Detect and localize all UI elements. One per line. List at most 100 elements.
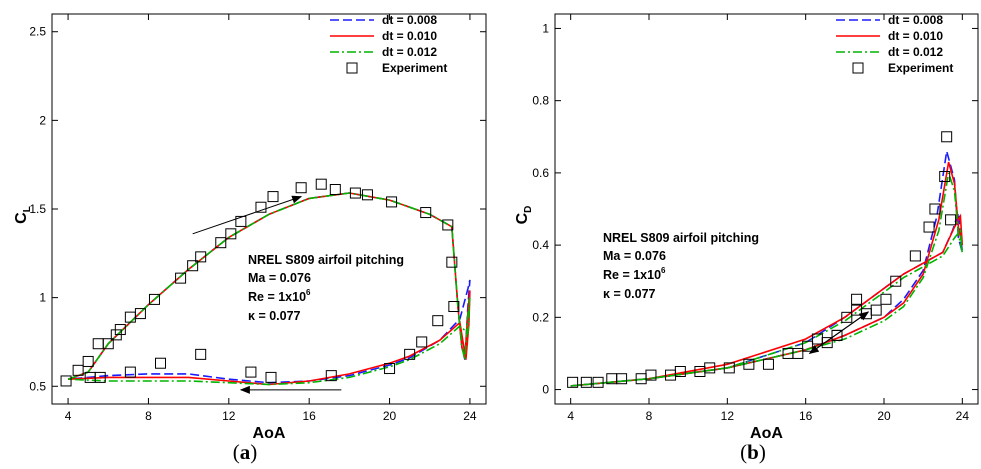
experiment-marker bbox=[60, 375, 72, 387]
experiment-marker bbox=[941, 131, 953, 143]
experiment-marker bbox=[645, 369, 657, 381]
experiment-marker bbox=[929, 203, 941, 215]
experiment-marker bbox=[102, 338, 114, 350]
x-tick-label: 4 bbox=[567, 409, 574, 423]
experiment-marker bbox=[225, 228, 237, 240]
legend-label-3: dt = 0.012 bbox=[888, 45, 943, 59]
direction-arrow bbox=[809, 311, 870, 354]
experiment-marker bbox=[592, 376, 604, 388]
annotation-frequency: κ = 0.077 bbox=[603, 287, 656, 301]
reynolds-exponent: 6 bbox=[661, 266, 666, 275]
panel-caption-a: (a) bbox=[233, 440, 258, 464]
annotation-title: NREL S809 airfoil pitching bbox=[603, 231, 759, 245]
experiment-marker bbox=[384, 363, 396, 375]
experiment-marker bbox=[841, 311, 853, 323]
experiment-marker bbox=[811, 333, 823, 345]
experiment-marker bbox=[831, 329, 843, 341]
x-tick-label: 20 bbox=[383, 409, 397, 423]
y-axis-label-subscript: L bbox=[22, 206, 33, 212]
legend-label-experiment: Experiment bbox=[888, 61, 953, 75]
y-axis-label-subscript: D bbox=[523, 206, 534, 213]
experiment-marker bbox=[939, 171, 951, 182]
experiment-marker bbox=[792, 347, 804, 359]
experiment-marker bbox=[723, 362, 735, 374]
experiment-marker bbox=[315, 178, 327, 190]
y-tick-label: 0 bbox=[542, 383, 549, 397]
experiment-marker bbox=[187, 260, 199, 272]
legend-label-2: dt = 0.010 bbox=[382, 29, 437, 43]
experiment-marker bbox=[255, 201, 267, 213]
experiment-marker bbox=[448, 301, 460, 312]
experiment-marker bbox=[420, 207, 432, 219]
experiment-marker bbox=[704, 362, 716, 374]
experiment-marker bbox=[235, 215, 247, 227]
experiment-marker bbox=[580, 376, 592, 388]
series-line-3 bbox=[67, 192, 471, 386]
experiment-marker bbox=[909, 250, 921, 262]
legend-label-experiment: Experiment bbox=[382, 61, 447, 75]
experiment-marker bbox=[945, 214, 957, 226]
legend-label-2: dt = 0.010 bbox=[888, 29, 943, 43]
y-tick-label: 0.5 bbox=[29, 379, 46, 393]
experiment-marker bbox=[890, 275, 902, 287]
experiment-marker bbox=[851, 293, 863, 305]
legend-swatch-experiment bbox=[346, 62, 358, 74]
x-axis-label: AoA bbox=[253, 425, 286, 442]
experiment-marker bbox=[432, 315, 444, 327]
experiment-marker bbox=[175, 272, 187, 284]
annotation-reynolds: Re = 1x106 bbox=[248, 288, 311, 304]
experiment-marker bbox=[880, 293, 892, 305]
experiment-marker bbox=[361, 189, 373, 201]
x-tick-label: 24 bbox=[463, 409, 477, 423]
experiment-marker bbox=[195, 348, 207, 360]
y-tick-label: 1.5 bbox=[29, 202, 46, 216]
plot-area bbox=[60, 178, 471, 387]
experiment-marker bbox=[923, 221, 935, 233]
experiment-marker bbox=[124, 366, 136, 378]
x-tick-label: 24 bbox=[956, 409, 970, 423]
experiment-marker bbox=[762, 358, 774, 370]
x-axis-label: AoA bbox=[750, 425, 783, 442]
x-tick-label: 12 bbox=[721, 409, 735, 423]
annotation-reynolds: Re = 1x106 bbox=[603, 266, 666, 282]
y-tick-label: 0.6 bbox=[532, 166, 549, 180]
experiment-marker bbox=[265, 371, 277, 383]
annotation-mach: Ma = 0.076 bbox=[248, 271, 311, 285]
annotation-frequency: κ = 0.077 bbox=[248, 309, 301, 323]
experiment-marker bbox=[386, 196, 398, 208]
experiment-marker bbox=[743, 358, 755, 370]
y-tick-label: 2.5 bbox=[29, 25, 46, 39]
experiment-marker bbox=[446, 256, 458, 268]
series-line-2 bbox=[67, 192, 471, 386]
experiment-marker bbox=[404, 348, 416, 360]
y-tick-label: 1 bbox=[542, 21, 549, 35]
legend-label-1: dt = 0.008 bbox=[888, 13, 943, 27]
experiment-marker bbox=[92, 338, 104, 350]
x-tick-label: 8 bbox=[646, 409, 653, 423]
experiment-marker bbox=[134, 308, 146, 320]
annotation-title: NREL S809 airfoil pitching bbox=[248, 253, 404, 267]
x-tick-label: 20 bbox=[877, 409, 891, 423]
experiment-marker bbox=[295, 182, 307, 194]
experiment-marker bbox=[349, 187, 361, 199]
x-tick-label: 4 bbox=[65, 409, 72, 423]
experiment-marker bbox=[567, 376, 579, 388]
experiment-marker bbox=[124, 311, 136, 323]
y-tick-label: 1 bbox=[39, 291, 46, 305]
experiment-marker bbox=[267, 191, 279, 203]
experiment-marker bbox=[416, 336, 428, 348]
experiment-marker bbox=[82, 355, 94, 367]
legend-label-3: dt = 0.012 bbox=[382, 45, 437, 59]
experiment-marker bbox=[674, 366, 686, 377]
panel-caption-b: (b) bbox=[740, 440, 766, 464]
legend-label-1: dt = 0.008 bbox=[382, 13, 437, 27]
legend-swatch-experiment bbox=[852, 62, 864, 74]
panel-b: 4 8 12 16 20 24 0 0.2 0.4 0.6 0.8 1 AoA CD NREL S809 a… bbox=[514, 13, 979, 442]
experiment-marker bbox=[215, 237, 227, 249]
x-tick-label: 12 bbox=[222, 409, 236, 423]
plot-frame bbox=[554, 13, 979, 405]
y-tick-label: 0.4 bbox=[532, 238, 549, 252]
series-line-1 bbox=[67, 192, 471, 384]
